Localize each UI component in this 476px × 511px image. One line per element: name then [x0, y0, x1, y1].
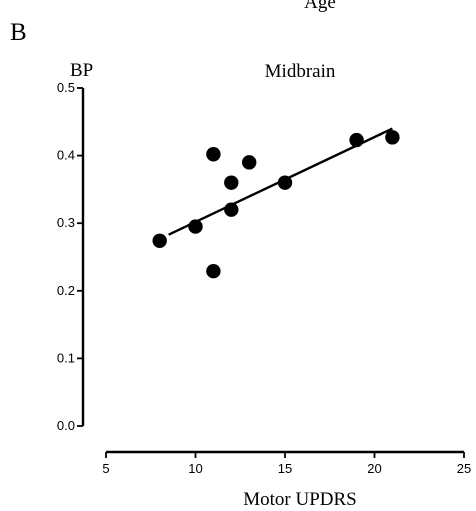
data-points — [152, 130, 400, 279]
data-point — [385, 130, 400, 145]
data-point — [206, 147, 221, 162]
data-point — [152, 233, 167, 248]
panel-label: B — [10, 19, 27, 46]
chart-title: Midbrain — [265, 61, 336, 82]
data-point — [242, 155, 257, 170]
data-point — [277, 175, 293, 190]
x-tick-label: 15 — [278, 461, 292, 476]
data-point — [188, 219, 203, 234]
y-axis-ticks: 0.0 0.1 0.2 0.3 0.4 0.5 — [57, 80, 83, 433]
y-tick-label: 0.1 — [57, 350, 75, 365]
x-tick-label: 20 — [367, 461, 381, 476]
x-axis-label: Motor UPDRS — [243, 489, 357, 510]
y-tick-label: 0.5 — [57, 80, 75, 95]
data-point — [206, 263, 221, 279]
data-point — [224, 202, 239, 217]
y-tick-label: 0.3 — [57, 215, 75, 230]
x-tick-label: 25 — [457, 461, 471, 476]
cut-off-heading: Age — [304, 0, 336, 13]
y-axis-label: BP — [70, 60, 93, 81]
data-point — [224, 175, 239, 190]
x-axis-ticks: 5 10 15 20 25 — [102, 452, 471, 476]
y-tick-label: 0.4 — [57, 148, 75, 163]
y-tick-label: 0.2 — [57, 283, 75, 298]
data-point — [349, 132, 364, 148]
y-tick-label: 0.0 — [57, 418, 75, 433]
x-tick-label: 10 — [188, 461, 202, 476]
x-tick-label: 5 — [102, 461, 109, 476]
